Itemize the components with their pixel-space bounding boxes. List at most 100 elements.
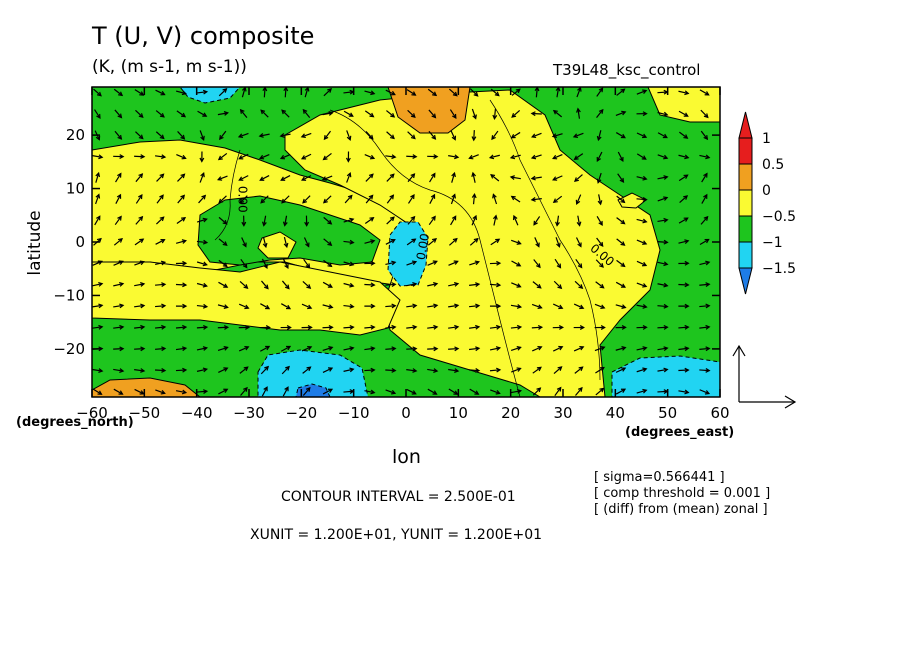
wind-arrow	[596, 151, 603, 162]
wind-arrowhead	[202, 261, 208, 267]
wind-arrow	[260, 366, 269, 375]
wind-arrowhead	[452, 91, 458, 97]
wind-arrow	[678, 240, 689, 244]
wind-arrow	[343, 368, 354, 372]
wind-arrowhead	[475, 324, 481, 330]
wind-arrowhead	[117, 113, 123, 119]
wind-arrow	[343, 91, 354, 94]
wind-arrow	[385, 283, 396, 286]
wind-arrow	[386, 110, 395, 118]
wind-arrow	[198, 195, 206, 204]
wind-arrowhead	[180, 173, 186, 179]
wind-arrow	[510, 176, 521, 180]
wind-arrow	[429, 173, 436, 183]
wind-arrowhead	[95, 171, 101, 178]
wind-arrowhead	[370, 367, 376, 373]
wind-arrow	[196, 304, 207, 308]
wind-arrow	[302, 195, 311, 204]
wind-arrowhead	[98, 303, 104, 309]
wind-arrow	[449, 109, 457, 119]
wind-arrowhead	[411, 390, 417, 395]
wind-arrow	[573, 346, 584, 352]
wind-arrowhead	[138, 194, 143, 200]
wind-arrow	[364, 217, 374, 225]
wind-arrowhead	[453, 390, 459, 395]
wind-arrowhead	[181, 239, 187, 244]
wind-arrowhead	[597, 200, 603, 206]
wind-arrowhead	[663, 346, 669, 352]
wind-arrow	[322, 112, 333, 116]
wind-arrowhead	[452, 237, 458, 243]
wind-arrow	[552, 175, 563, 181]
wind-arrow	[175, 347, 187, 351]
wind-arrow	[451, 172, 456, 183]
wind-arrow	[489, 347, 500, 351]
wind-arrow	[595, 281, 604, 289]
vector-units-text: XUNIT = 1.200E+01, YUNIT = 1.200E+01	[250, 527, 543, 543]
contour-label: 0.00	[414, 232, 432, 261]
wind-arrow	[597, 130, 602, 141]
wind-arrowhead	[705, 282, 711, 288]
wind-arrowhead	[454, 346, 460, 352]
wind-arrow	[657, 326, 668, 329]
wind-arrow	[343, 326, 354, 329]
wind-arrow	[155, 369, 166, 372]
wind-arrow	[281, 109, 290, 118]
wind-arrow	[280, 153, 291, 160]
wind-arrow	[323, 216, 332, 225]
wind-arrowhead	[684, 239, 690, 244]
wind-arrowhead	[242, 242, 247, 248]
wind-arrow	[531, 154, 542, 159]
wind-arrow	[238, 346, 249, 352]
wind-arrowhead	[348, 112, 354, 117]
wind-arrow	[92, 326, 103, 329]
wind-arrowhead	[490, 173, 496, 179]
wind-arrowhead	[684, 346, 690, 352]
wind-arrowhead	[412, 368, 418, 373]
wind-arrowhead	[262, 242, 268, 249]
colorbar	[738, 111, 753, 295]
wind-arrow	[532, 346, 542, 352]
wind-arrowhead	[663, 303, 669, 309]
wind-arrowhead	[349, 367, 355, 373]
wind-arrowhead	[642, 325, 648, 330]
wind-arrow	[176, 154, 186, 159]
wind-arrowhead	[495, 346, 502, 351]
wind-arrowhead	[510, 195, 516, 201]
wind-arrowhead	[452, 113, 457, 119]
wind-arrow	[510, 390, 521, 394]
wind-arrow	[218, 259, 228, 267]
wind-arrowhead	[307, 345, 313, 351]
anomaly-field	[92, 87, 720, 397]
wind-arrow	[385, 89, 396, 96]
wind-arrowhead	[703, 215, 709, 221]
wind-arrowhead	[349, 282, 355, 288]
wind-arrowhead	[243, 366, 249, 372]
wind-arrow	[573, 132, 584, 138]
wind-arrow	[576, 194, 582, 205]
wind-arrowhead	[322, 198, 328, 204]
wind-arrow	[493, 215, 497, 226]
wind-arrowhead	[370, 346, 376, 352]
wind-arrow	[595, 259, 604, 268]
wind-arrow	[301, 132, 312, 138]
wind-arrowhead	[390, 112, 396, 118]
wind-arrow	[555, 237, 561, 247]
wind-arrow	[427, 238, 437, 246]
wind-arrowhead	[642, 89, 648, 94]
wind-arrowhead	[223, 304, 229, 309]
wind-arrowhead	[557, 284, 563, 290]
wind-arrowhead	[516, 304, 523, 309]
wind-arrow	[134, 238, 144, 246]
wind-arrow	[343, 347, 354, 351]
wind-arrow	[533, 259, 541, 268]
wind-arrowhead	[391, 303, 397, 309]
wind-arrow	[282, 258, 289, 269]
wind-arrowhead	[410, 113, 416, 119]
wind-arrow	[114, 216, 122, 226]
wind-arrowhead	[642, 196, 648, 202]
wind-arrow	[261, 386, 268, 397]
wind-arrow	[657, 347, 668, 351]
wind-arrowhead	[244, 325, 251, 330]
